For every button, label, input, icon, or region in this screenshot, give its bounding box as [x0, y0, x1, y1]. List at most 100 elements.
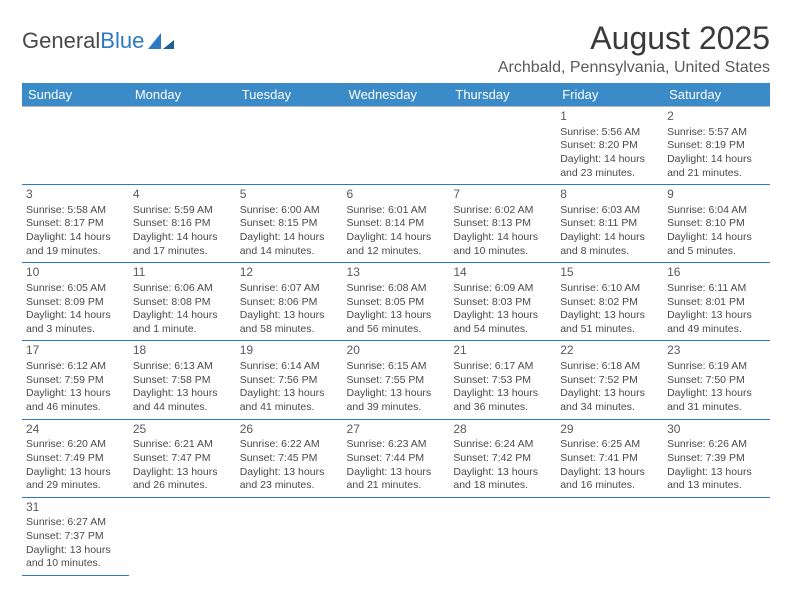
sunrise-text: Sunrise: 6:08 AM — [347, 282, 446, 296]
sunset-text: Sunset: 7:58 PM — [133, 374, 232, 388]
calendar-row: 17Sunrise: 6:12 AMSunset: 7:59 PMDayligh… — [22, 341, 770, 419]
sunset-text: Sunset: 7:50 PM — [667, 374, 766, 388]
daylight-text: and 44 minutes. — [133, 401, 232, 415]
header: GeneralBlue August 2025 Archbald, Pennsy… — [22, 20, 770, 77]
daylight-text: and 13 minutes. — [667, 479, 766, 493]
calendar-cell: 27Sunrise: 6:23 AMSunset: 7:44 PMDayligh… — [343, 419, 450, 497]
sunset-text: Sunset: 8:11 PM — [560, 217, 659, 231]
daylight-text: and 17 minutes. — [133, 245, 232, 259]
calendar-cell: 10Sunrise: 6:05 AMSunset: 8:09 PMDayligh… — [22, 263, 129, 341]
calendar-cell: 12Sunrise: 6:07 AMSunset: 8:06 PMDayligh… — [236, 263, 343, 341]
calendar-cell-empty — [129, 497, 236, 575]
day-number: 19 — [240, 343, 339, 359]
day-number: 18 — [133, 343, 232, 359]
sunset-text: Sunset: 7:37 PM — [26, 530, 125, 544]
daylight-text: and 51 minutes. — [560, 323, 659, 337]
daylight-text: and 26 minutes. — [133, 479, 232, 493]
daylight-text: Daylight: 13 hours — [453, 466, 552, 480]
page-title: August 2025 — [498, 20, 770, 57]
calendar-cell: 24Sunrise: 6:20 AMSunset: 7:49 PMDayligh… — [22, 419, 129, 497]
calendar-row: 1Sunrise: 5:56 AMSunset: 8:20 PMDaylight… — [22, 107, 770, 185]
calendar-cell-empty — [449, 107, 556, 185]
daylight-text: Daylight: 14 hours — [667, 153, 766, 167]
daylight-text: and 19 minutes. — [26, 245, 125, 259]
calendar-cell: 25Sunrise: 6:21 AMSunset: 7:47 PMDayligh… — [129, 419, 236, 497]
daylight-text: Daylight: 14 hours — [347, 231, 446, 245]
daylight-text: Daylight: 13 hours — [240, 466, 339, 480]
sunrise-text: Sunrise: 6:25 AM — [560, 438, 659, 452]
sunrise-text: Sunrise: 6:22 AM — [240, 438, 339, 452]
daylight-text: and 36 minutes. — [453, 401, 552, 415]
calendar-cell-empty — [449, 497, 556, 575]
calendar-cell: 2Sunrise: 5:57 AMSunset: 8:19 PMDaylight… — [663, 107, 770, 185]
day-number: 1 — [560, 109, 659, 125]
weekday-header-row: SundayMondayTuesdayWednesdayThursdayFrid… — [22, 83, 770, 107]
calendar-row: 31Sunrise: 6:27 AMSunset: 7:37 PMDayligh… — [22, 497, 770, 575]
daylight-text: and 41 minutes. — [240, 401, 339, 415]
daylight-text: Daylight: 13 hours — [26, 544, 125, 558]
calendar-body: 1Sunrise: 5:56 AMSunset: 8:20 PMDaylight… — [22, 107, 770, 576]
daylight-text: Daylight: 13 hours — [347, 466, 446, 480]
sunrise-text: Sunrise: 6:14 AM — [240, 360, 339, 374]
daylight-text: and 31 minutes. — [667, 401, 766, 415]
sunset-text: Sunset: 8:09 PM — [26, 296, 125, 310]
daylight-text: Daylight: 14 hours — [560, 231, 659, 245]
daylight-text: Daylight: 14 hours — [560, 153, 659, 167]
daylight-text: Daylight: 13 hours — [667, 466, 766, 480]
weekday-header: Thursday — [449, 83, 556, 107]
daylight-text: Daylight: 13 hours — [133, 466, 232, 480]
day-number: 27 — [347, 422, 446, 438]
sunrise-text: Sunrise: 6:06 AM — [133, 282, 232, 296]
daylight-text: and 5 minutes. — [667, 245, 766, 259]
day-number: 6 — [347, 187, 446, 203]
day-number: 8 — [560, 187, 659, 203]
daylight-text: and 23 minutes. — [240, 479, 339, 493]
daylight-text: and 14 minutes. — [240, 245, 339, 259]
day-number: 16 — [667, 265, 766, 281]
logo-text-b: Blue — [100, 28, 144, 53]
calendar-cell: 30Sunrise: 6:26 AMSunset: 7:39 PMDayligh… — [663, 419, 770, 497]
daylight-text: Daylight: 13 hours — [347, 309, 446, 323]
day-number: 7 — [453, 187, 552, 203]
day-number: 13 — [347, 265, 446, 281]
sunset-text: Sunset: 8:05 PM — [347, 296, 446, 310]
day-number: 5 — [240, 187, 339, 203]
sunset-text: Sunset: 8:19 PM — [667, 139, 766, 153]
sunset-text: Sunset: 7:41 PM — [560, 452, 659, 466]
sunrise-text: Sunrise: 6:05 AM — [26, 282, 125, 296]
daylight-text: and 8 minutes. — [560, 245, 659, 259]
day-number: 2 — [667, 109, 766, 125]
day-number: 26 — [240, 422, 339, 438]
calendar-cell-empty — [22, 107, 129, 185]
sunset-text: Sunset: 7:59 PM — [26, 374, 125, 388]
sunset-text: Sunset: 8:08 PM — [133, 296, 232, 310]
daylight-text: and 39 minutes. — [347, 401, 446, 415]
sunrise-text: Sunrise: 6:19 AM — [667, 360, 766, 374]
sunset-text: Sunset: 8:14 PM — [347, 217, 446, 231]
daylight-text: and 1 minute. — [133, 323, 232, 337]
daylight-text: and 56 minutes. — [347, 323, 446, 337]
sunrise-text: Sunrise: 6:17 AM — [453, 360, 552, 374]
calendar-cell: 5Sunrise: 6:00 AMSunset: 8:15 PMDaylight… — [236, 185, 343, 263]
day-number: 4 — [133, 187, 232, 203]
day-number: 31 — [26, 500, 125, 516]
sunset-text: Sunset: 8:15 PM — [240, 217, 339, 231]
daylight-text: and 58 minutes. — [240, 323, 339, 337]
daylight-text: Daylight: 13 hours — [133, 387, 232, 401]
sunrise-text: Sunrise: 6:11 AM — [667, 282, 766, 296]
sunset-text: Sunset: 8:03 PM — [453, 296, 552, 310]
day-number: 10 — [26, 265, 125, 281]
day-number: 21 — [453, 343, 552, 359]
daylight-text: and 54 minutes. — [453, 323, 552, 337]
daylight-text: Daylight: 13 hours — [240, 309, 339, 323]
sunset-text: Sunset: 7:44 PM — [347, 452, 446, 466]
calendar-cell: 6Sunrise: 6:01 AMSunset: 8:14 PMDaylight… — [343, 185, 450, 263]
calendar-row: 3Sunrise: 5:58 AMSunset: 8:17 PMDaylight… — [22, 185, 770, 263]
sunset-text: Sunset: 7:56 PM — [240, 374, 339, 388]
calendar-cell: 26Sunrise: 6:22 AMSunset: 7:45 PMDayligh… — [236, 419, 343, 497]
daylight-text: and 21 minutes. — [347, 479, 446, 493]
calendar-cell: 21Sunrise: 6:17 AMSunset: 7:53 PMDayligh… — [449, 341, 556, 419]
daylight-text: Daylight: 13 hours — [667, 309, 766, 323]
daylight-text: and 12 minutes. — [347, 245, 446, 259]
sunrise-text: Sunrise: 5:58 AM — [26, 204, 125, 218]
